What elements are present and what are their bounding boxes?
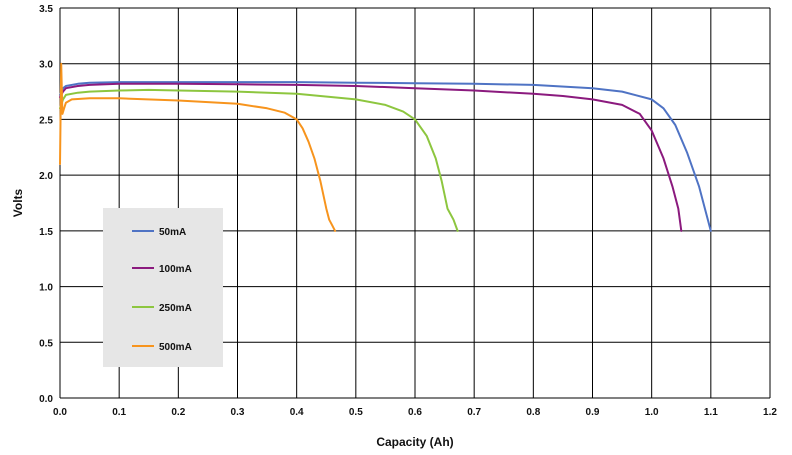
x-tick-label: 0.8 [526,407,540,418]
y-tick-label: 0.0 [39,394,53,405]
legend: 50mA 100mA 250mA 500mA [103,208,223,367]
series-line-500mA [59,62,337,232]
y-axis-title: Volts [11,188,25,217]
legend-label: 50mA [159,227,186,238]
y-tick-label: 2.5 [39,115,53,126]
y-tick-label: 1.5 [39,227,53,238]
grid-lines [59,7,771,399]
legend-label: 100mA [159,264,192,275]
x-tick-label: 0.6 [408,407,422,418]
x-tick-label: 0.0 [53,407,67,418]
x-tick-label: 1.0 [645,407,659,418]
series-line-250mA [59,88,459,232]
x-tick-label: 0.9 [586,407,600,418]
x-tick-label: 0.1 [112,407,126,418]
x-tick-label: 0.3 [231,407,245,418]
legend-label: 500mA [159,342,192,353]
y-tick-label: 2.0 [39,171,53,182]
series-lines [59,62,712,232]
x-axis-ticks: 0.0 0.1 0.2 0.3 0.4 0.5 0.6 0.7 0.8 0.9 1.0 1.1 1.2 [53,407,777,418]
x-tick-label: 0.2 [171,407,185,418]
y-tick-label: 3.0 [39,60,53,71]
y-axis-ticks: 0.0 0.5 1.0 1.5 2.0 2.5 3.0 3.5 [39,4,53,405]
x-axis-title: Capacity (Ah) [376,435,453,449]
x-tick-label: 1.2 [763,407,777,418]
y-tick-label: 0.5 [39,338,53,349]
series-line-50mA [59,81,712,232]
y-tick-label: 3.5 [39,4,53,15]
legend-box [103,208,223,367]
legend-label: 250mA [159,303,192,314]
x-tick-label: 0.5 [349,407,363,418]
x-tick-label: 0.4 [290,407,304,418]
x-tick-label: 1.1 [704,407,718,418]
series-line-100mA [59,82,683,232]
x-tick-label: 0.7 [467,407,481,418]
y-tick-label: 1.0 [39,283,53,294]
